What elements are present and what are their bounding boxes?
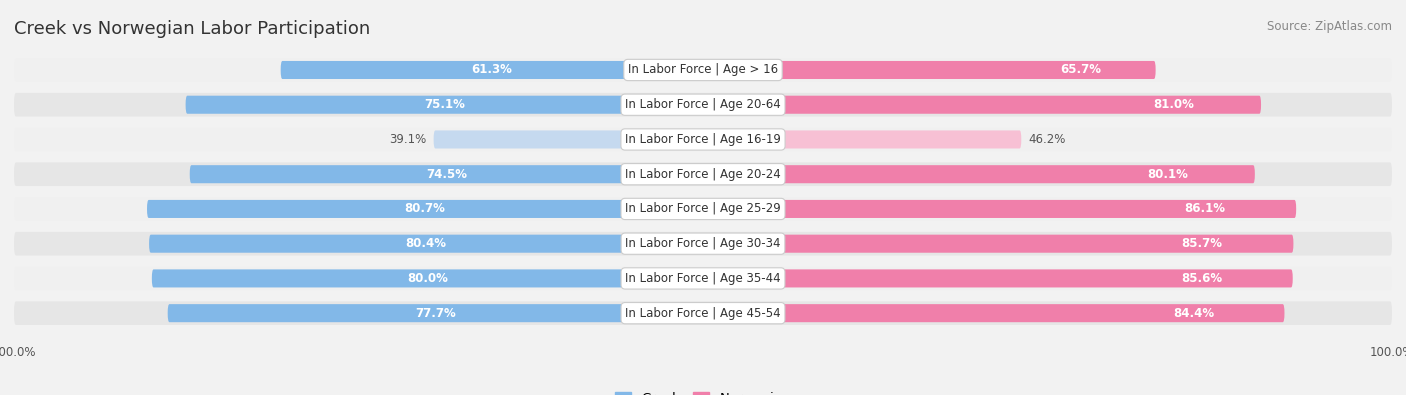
Text: 75.1%: 75.1% bbox=[423, 98, 465, 111]
Text: 85.6%: 85.6% bbox=[1181, 272, 1222, 285]
FancyBboxPatch shape bbox=[703, 96, 1261, 114]
FancyBboxPatch shape bbox=[14, 197, 1392, 221]
FancyBboxPatch shape bbox=[190, 165, 703, 183]
Text: 80.1%: 80.1% bbox=[1147, 168, 1188, 181]
FancyBboxPatch shape bbox=[281, 61, 703, 79]
FancyBboxPatch shape bbox=[14, 93, 1392, 117]
Text: In Labor Force | Age 30-34: In Labor Force | Age 30-34 bbox=[626, 237, 780, 250]
Text: In Labor Force | Age 20-24: In Labor Force | Age 20-24 bbox=[626, 168, 780, 181]
FancyBboxPatch shape bbox=[186, 96, 703, 114]
FancyBboxPatch shape bbox=[703, 235, 1294, 253]
Text: 65.7%: 65.7% bbox=[1060, 64, 1101, 77]
FancyBboxPatch shape bbox=[167, 304, 703, 322]
FancyBboxPatch shape bbox=[149, 235, 703, 253]
FancyBboxPatch shape bbox=[14, 162, 1392, 186]
FancyBboxPatch shape bbox=[14, 267, 1392, 290]
Text: 74.5%: 74.5% bbox=[426, 168, 467, 181]
Text: 81.0%: 81.0% bbox=[1153, 98, 1194, 111]
FancyBboxPatch shape bbox=[14, 232, 1392, 256]
Legend: Creek, Norwegian: Creek, Norwegian bbox=[610, 386, 796, 395]
Text: In Labor Force | Age 45-54: In Labor Force | Age 45-54 bbox=[626, 307, 780, 320]
Text: 80.0%: 80.0% bbox=[406, 272, 449, 285]
FancyBboxPatch shape bbox=[703, 165, 1254, 183]
FancyBboxPatch shape bbox=[703, 304, 1285, 322]
FancyBboxPatch shape bbox=[703, 269, 1292, 288]
Text: 46.2%: 46.2% bbox=[1028, 133, 1066, 146]
Text: In Labor Force | Age > 16: In Labor Force | Age > 16 bbox=[628, 64, 778, 77]
Text: Creek vs Norwegian Labor Participation: Creek vs Norwegian Labor Participation bbox=[14, 20, 370, 38]
FancyBboxPatch shape bbox=[14, 301, 1392, 325]
Text: 61.3%: 61.3% bbox=[471, 64, 512, 77]
FancyBboxPatch shape bbox=[703, 61, 1156, 79]
Text: In Labor Force | Age 20-64: In Labor Force | Age 20-64 bbox=[626, 98, 780, 111]
Text: 39.1%: 39.1% bbox=[389, 133, 427, 146]
Text: 77.7%: 77.7% bbox=[415, 307, 456, 320]
FancyBboxPatch shape bbox=[14, 128, 1392, 151]
FancyBboxPatch shape bbox=[148, 200, 703, 218]
FancyBboxPatch shape bbox=[703, 130, 1021, 149]
Text: In Labor Force | Age 25-29: In Labor Force | Age 25-29 bbox=[626, 203, 780, 215]
Text: 86.1%: 86.1% bbox=[1184, 203, 1225, 215]
FancyBboxPatch shape bbox=[14, 58, 1392, 82]
Text: 85.7%: 85.7% bbox=[1181, 237, 1223, 250]
FancyBboxPatch shape bbox=[152, 269, 703, 288]
Text: Source: ZipAtlas.com: Source: ZipAtlas.com bbox=[1267, 20, 1392, 33]
FancyBboxPatch shape bbox=[433, 130, 703, 149]
FancyBboxPatch shape bbox=[703, 200, 1296, 218]
Text: In Labor Force | Age 35-44: In Labor Force | Age 35-44 bbox=[626, 272, 780, 285]
Text: In Labor Force | Age 16-19: In Labor Force | Age 16-19 bbox=[626, 133, 780, 146]
Text: 80.4%: 80.4% bbox=[405, 237, 447, 250]
Text: 80.7%: 80.7% bbox=[405, 203, 446, 215]
Text: 84.4%: 84.4% bbox=[1174, 307, 1215, 320]
